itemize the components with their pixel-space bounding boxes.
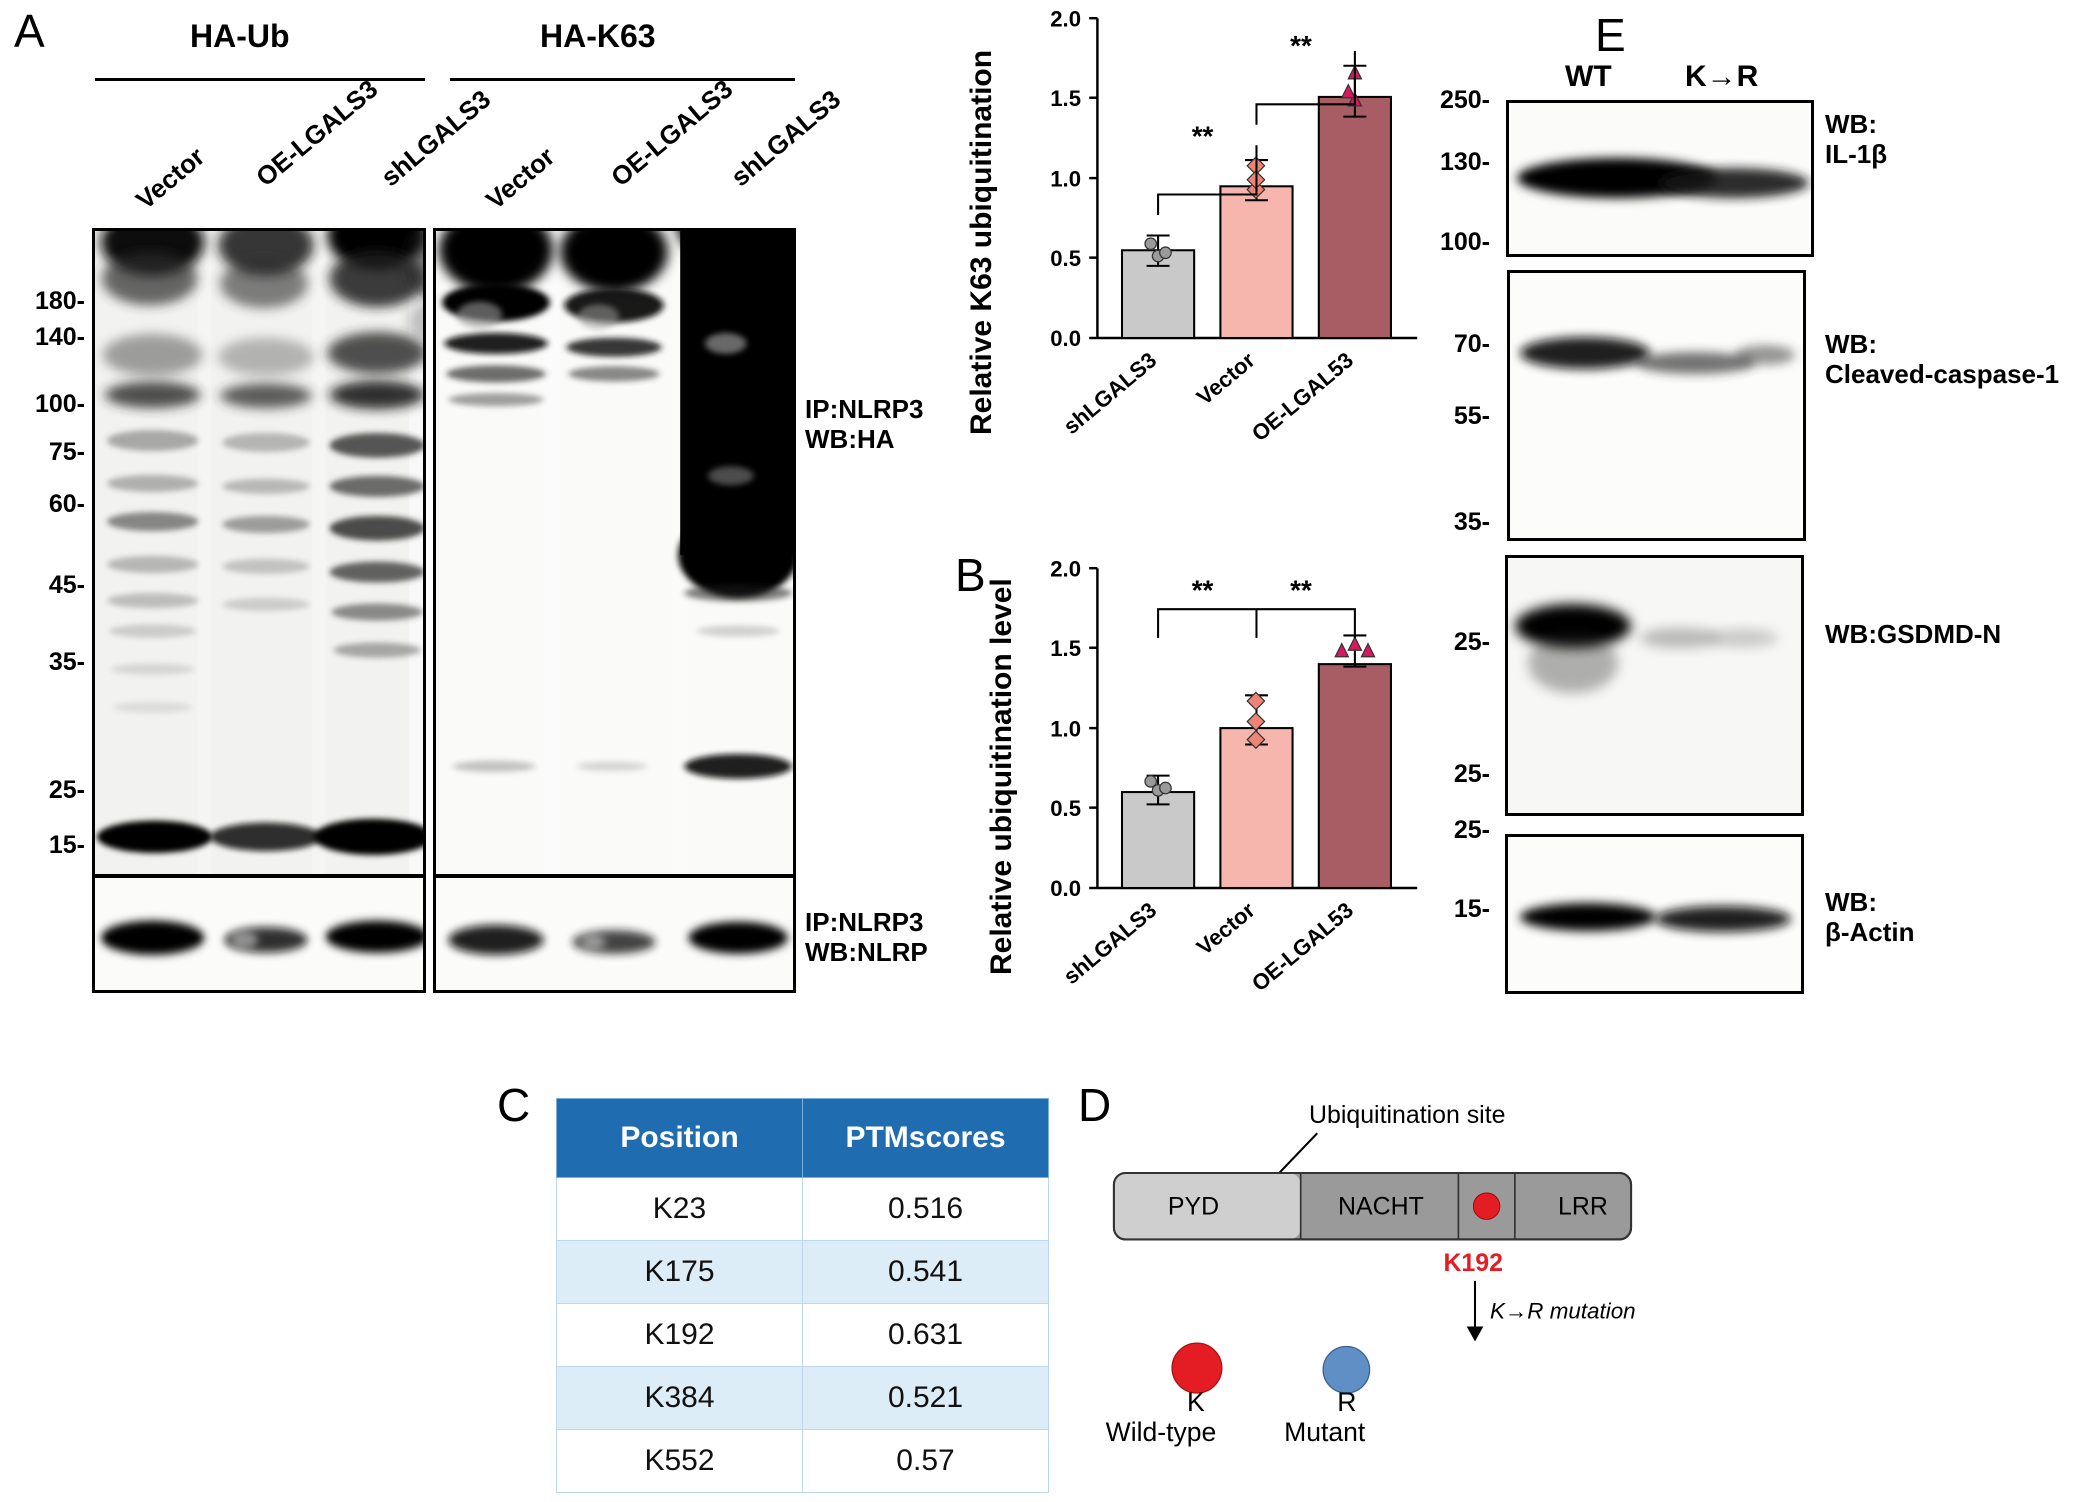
svg-text:1.5: 1.5 (1050, 636, 1081, 661)
svg-text:Ubiquitination site: Ubiquitination site (1309, 1101, 1505, 1129)
svg-text:LRR: LRR (1558, 1193, 1608, 1221)
svg-text:0.0: 0.0 (1050, 876, 1081, 901)
svg-text:shLGALS3: shLGALS3 (1059, 897, 1162, 989)
svg-text:0.5: 0.5 (1050, 796, 1081, 821)
svg-text:K→R mutation: K→R mutation (1490, 1298, 1636, 1323)
svg-text:**: ** (1290, 30, 1312, 61)
svg-text:shLGALS3: shLGALS3 (1059, 347, 1162, 439)
svg-text:1.0: 1.0 (1050, 166, 1081, 191)
svg-text:Vector: Vector (1192, 897, 1260, 960)
svg-text:OE-LGAL53: OE-LGAL53 (1247, 347, 1358, 446)
svg-text:R: R (1337, 1387, 1356, 1417)
svg-text:NACHT: NACHT (1338, 1193, 1424, 1221)
svg-text:OE-LGAL53: OE-LGAL53 (1247, 897, 1358, 996)
svg-text:0.5: 0.5 (1050, 246, 1081, 271)
svg-text:K: K (1187, 1387, 1205, 1417)
svg-text:Wild-type: Wild-type (1106, 1417, 1217, 1447)
svg-text:K192: K192 (1443, 1249, 1503, 1277)
svg-text:Mutant: Mutant (1284, 1417, 1366, 1447)
svg-text:Vector: Vector (1192, 347, 1260, 410)
svg-text:**: ** (1290, 574, 1312, 605)
svg-text:1.5: 1.5 (1050, 86, 1081, 111)
svg-text:1.0: 1.0 (1050, 716, 1081, 741)
svg-text:2.0: 2.0 (1050, 556, 1081, 581)
svg-text:**: ** (1192, 574, 1214, 605)
svg-text:PYD: PYD (1168, 1193, 1219, 1221)
svg-text:2.0: 2.0 (1050, 6, 1081, 31)
svg-text:0.0: 0.0 (1050, 326, 1081, 351)
svg-text:**: ** (1192, 120, 1214, 151)
